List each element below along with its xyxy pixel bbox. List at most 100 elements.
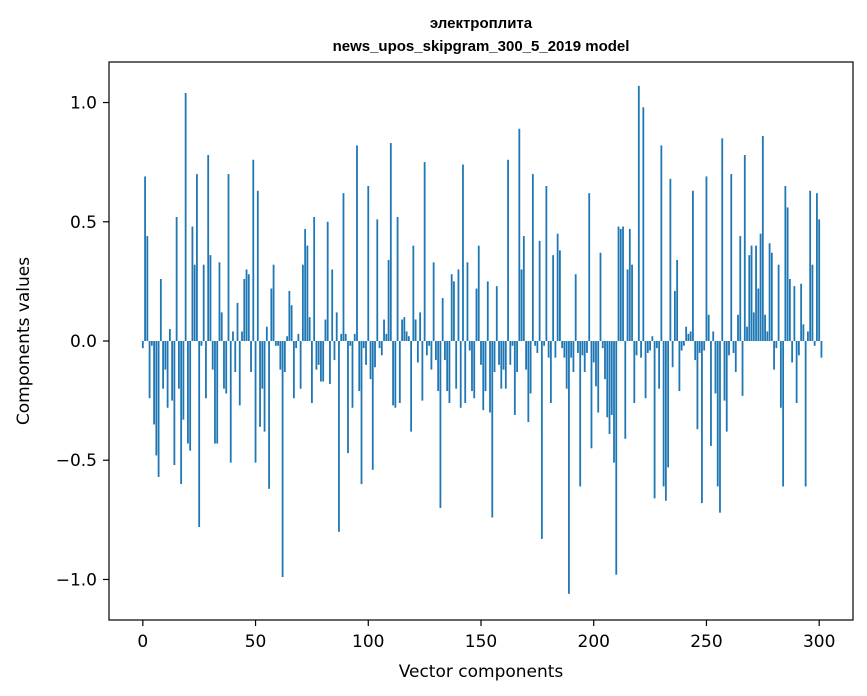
bar <box>153 341 155 425</box>
bar <box>712 331 715 341</box>
bar <box>522 236 525 341</box>
bar <box>804 341 807 487</box>
bar <box>187 341 189 444</box>
bar <box>811 264 814 341</box>
bar <box>651 336 654 341</box>
bar <box>385 333 388 341</box>
bar <box>732 341 735 353</box>
bar <box>529 341 532 394</box>
bar <box>274 341 277 346</box>
bar <box>689 331 692 341</box>
bar <box>572 341 575 372</box>
bar <box>164 341 167 370</box>
bar <box>543 341 546 346</box>
bar <box>710 341 712 446</box>
bar <box>412 245 415 341</box>
x-axis-label: Vector components <box>399 662 564 682</box>
bar <box>579 341 582 487</box>
bar <box>816 193 818 341</box>
bar <box>721 138 724 341</box>
bar <box>773 341 775 370</box>
bar <box>592 341 595 363</box>
bar <box>338 341 340 532</box>
bar <box>610 341 613 415</box>
bar <box>484 341 487 392</box>
bar <box>678 341 681 392</box>
x-tick-label: 300 <box>803 632 835 652</box>
bar <box>800 283 803 341</box>
bar <box>416 341 419 363</box>
bar <box>439 341 442 508</box>
bar <box>667 341 670 468</box>
bar <box>734 341 737 372</box>
bar <box>387 259 390 341</box>
bar <box>419 312 422 341</box>
bars-group <box>141 85 823 594</box>
bar <box>236 302 239 341</box>
bar <box>788 279 791 341</box>
bar <box>243 279 246 341</box>
bar <box>277 341 279 346</box>
bar <box>473 341 476 399</box>
bar <box>676 259 679 341</box>
bar <box>509 341 512 365</box>
bar <box>211 341 214 370</box>
bar <box>423 162 426 341</box>
bar <box>768 243 771 341</box>
bar <box>730 174 733 341</box>
bar <box>613 341 615 463</box>
bar <box>177 341 180 389</box>
bar <box>608 341 611 434</box>
bar <box>696 341 699 430</box>
bar <box>189 341 192 451</box>
bar <box>766 331 769 341</box>
bar <box>220 312 223 341</box>
bar <box>687 333 690 341</box>
bar <box>394 341 397 408</box>
bar <box>441 298 444 341</box>
bar <box>777 264 780 341</box>
x-axis-ticks: 0 50 100 150 200 250 300 <box>137 620 835 652</box>
bar <box>646 341 649 353</box>
bar <box>655 341 658 349</box>
bar <box>716 341 719 487</box>
bar <box>719 341 721 513</box>
bar <box>261 341 264 389</box>
bar <box>311 341 313 403</box>
bar <box>389 143 392 341</box>
bar <box>574 274 577 341</box>
bar <box>340 333 343 341</box>
bar <box>746 326 748 341</box>
bar <box>536 341 539 353</box>
bar <box>680 341 683 351</box>
bar <box>725 341 728 432</box>
bar <box>455 341 458 389</box>
bar <box>705 176 708 341</box>
bar <box>486 281 489 341</box>
bar <box>471 341 473 392</box>
x-tick-label: 0 <box>137 632 148 652</box>
bar <box>750 245 753 341</box>
bar <box>556 233 559 341</box>
x-tick-label: 200 <box>578 632 610 652</box>
bar <box>559 250 561 341</box>
bar <box>162 341 165 389</box>
bar <box>392 341 394 406</box>
bar <box>283 341 286 372</box>
bar <box>644 341 647 399</box>
bar <box>173 341 176 465</box>
bar <box>741 341 744 396</box>
bar <box>664 341 667 501</box>
bar <box>770 252 773 341</box>
bar <box>502 341 505 370</box>
bar <box>545 186 548 341</box>
bar <box>263 341 266 432</box>
bar <box>642 107 645 341</box>
bar <box>752 312 755 341</box>
bar <box>171 341 174 401</box>
bar <box>437 341 440 392</box>
x-tick-label: 100 <box>352 632 384 652</box>
bar <box>714 341 717 394</box>
bar <box>480 341 482 365</box>
bar <box>299 341 302 389</box>
